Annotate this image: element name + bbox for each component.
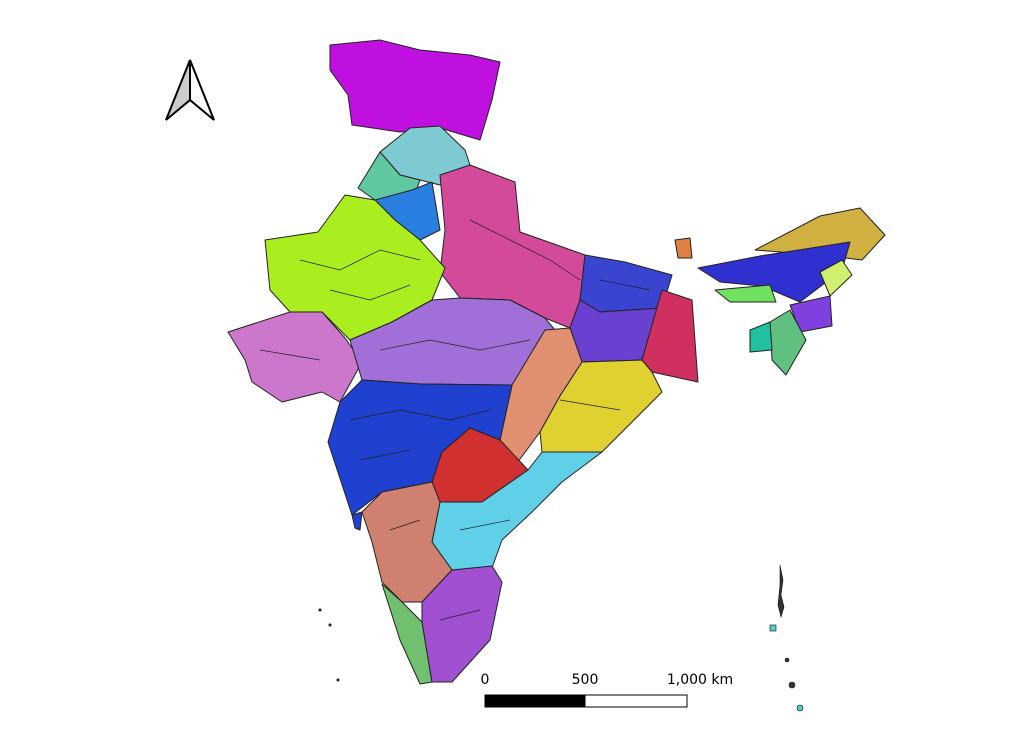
region [329, 39, 501, 141]
district-lines [259, 219, 651, 621]
region [697, 241, 851, 303]
scale-segment [584, 694, 688, 708]
north-arrow [165, 59, 215, 121]
region [749, 321, 773, 353]
islands [318, 564, 804, 712]
region [351, 511, 363, 531]
scale-label: 500 [572, 672, 599, 688]
region [769, 309, 807, 376]
region [421, 565, 503, 683]
scale-label: 1,000 km [667, 672, 733, 688]
region [714, 284, 777, 303]
scale-segment [484, 694, 586, 708]
region [674, 237, 693, 259]
states [227, 39, 886, 685]
region [641, 289, 699, 383]
region [819, 259, 853, 297]
scale-label: 0 [481, 672, 490, 688]
scale-bar: 0 500 1,000 km [481, 672, 733, 708]
